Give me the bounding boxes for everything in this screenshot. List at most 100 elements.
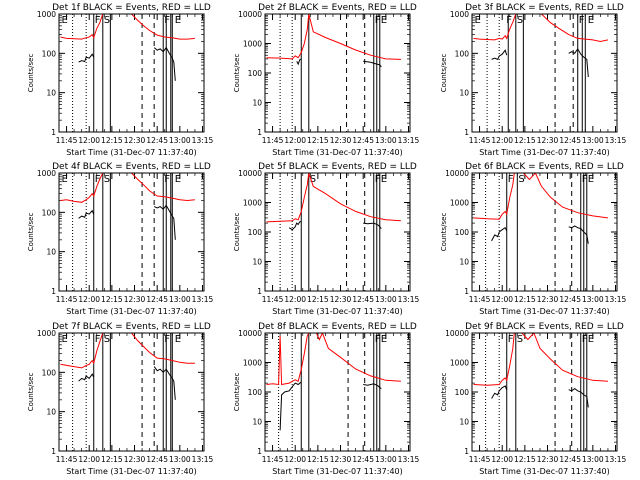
events-series-line-2 — [154, 204, 176, 240]
x-tick-label: 13:15 — [605, 295, 627, 304]
marker-letter: S — [517, 334, 523, 345]
x-tick-label: 13:15 — [605, 455, 627, 464]
x-tick-label: 12:30 — [537, 136, 559, 145]
panel-det-3: Det 3f BLACK = Events, RED = LLD Counts/s… — [440, 3, 627, 157]
x-tick-label: 12:15 — [514, 295, 536, 304]
y-tick-label: 100 — [42, 49, 57, 58]
x-tick-label: 13:00 — [169, 136, 191, 145]
x-tick-label: 12:30 — [330, 136, 352, 145]
chart-title: Det 3f BLACK = Events, RED = LLD — [465, 3, 624, 13]
x-axis-label: Start Time (31-Dec-07 11:37:40) — [272, 467, 403, 476]
lld-series-line-1 — [266, 14, 310, 60]
x-tick-label: 12:45 — [559, 295, 581, 304]
y-tick-label: 10 — [252, 99, 262, 108]
x-tick-label: 13:00 — [169, 455, 191, 464]
marker-letter: E — [62, 174, 68, 185]
y-axis-label: Counts/sec — [233, 54, 241, 93]
x-tick-label: 12:00 — [284, 455, 306, 464]
marker-letter: S — [104, 15, 110, 26]
x-tick-label: 13:00 — [582, 136, 604, 145]
y-tick-label: 10 — [459, 418, 469, 427]
events-series-line-1 — [78, 209, 95, 219]
y-tick-label: 1 — [257, 287, 262, 296]
marker-letter: E — [588, 15, 594, 26]
marker-letter: F — [164, 334, 170, 345]
lld-series-line-2 — [308, 14, 401, 60]
y-tick-label: 10 — [46, 248, 56, 257]
y-axis-label: Counts/sec — [233, 213, 241, 252]
events-series-line-1 — [279, 381, 302, 431]
y-tick-label: 10 — [459, 258, 469, 267]
x-tick-label: 12:00 — [491, 455, 513, 464]
x-tick-label: 12:30 — [537, 295, 559, 304]
lld-series-line-1 — [266, 173, 310, 223]
panel-det-6: Det 6f BLACK = Events, RED = LLD Counts/s… — [440, 162, 627, 316]
x-tick-label: 13:00 — [582, 295, 604, 304]
x-tick-label: 13:15 — [398, 136, 420, 145]
y-tick-label: 10000 — [238, 10, 262, 19]
y-tick-label: 1000 — [37, 329, 56, 338]
x-tick-label: 12:45 — [146, 295, 168, 304]
x-tick-label: 12:45 — [559, 455, 581, 464]
x-tick-label: 13:15 — [192, 136, 214, 145]
x-tick-label: 11:45 — [262, 295, 284, 304]
marker-letter: F — [95, 334, 101, 345]
marker-letter: E — [175, 334, 181, 345]
x-tick-label: 12:00 — [78, 295, 100, 304]
panel-det-2: Det 2f BLACK = Events, RED = LLD Counts/s… — [233, 3, 420, 157]
y-tick-label: 1000 — [37, 169, 56, 178]
x-tick-label: 12:15 — [514, 136, 536, 145]
marker-letter: F — [582, 334, 588, 345]
y-tick-label: 100 — [455, 49, 470, 58]
x-tick-label: 12:15 — [101, 295, 123, 304]
x-tick-label: 12:30 — [330, 295, 352, 304]
x-tick-label: 11:45 — [56, 136, 78, 145]
x-axis-label: Start Time (31-Dec-07 11:37:40) — [272, 307, 403, 316]
panel-det-1: Det 1f BLACK = Events, RED = LLD Counts/s… — [27, 3, 214, 157]
x-tick-label: 12:30 — [124, 295, 146, 304]
y-axis-label: Counts/sec — [440, 213, 448, 252]
y-axis-label: Counts/sec — [27, 54, 35, 93]
x-tick-label: 11:45 — [469, 455, 491, 464]
events-series-line-2 — [568, 47, 589, 78]
x-tick-label: 12:00 — [284, 295, 306, 304]
y-tick-label: 100 — [455, 228, 470, 237]
x-tick-label: 12:45 — [352, 455, 374, 464]
lld-series-line-2 — [131, 333, 195, 364]
events-series-line-1 — [491, 226, 508, 242]
events-series-line-2 — [568, 387, 589, 408]
marker-letter: E — [381, 15, 387, 26]
marker-letter: E — [175, 174, 181, 185]
x-tick-label: 12:45 — [146, 136, 168, 145]
x-tick-label: 12:00 — [78, 136, 100, 145]
lld-series-line-1 — [60, 333, 104, 369]
y-tick-label: 100 — [248, 228, 263, 237]
events-series-line-1 — [288, 220, 302, 231]
y-tick-label: 10000 — [238, 169, 262, 178]
y-axis-label: Counts/sec — [233, 373, 241, 412]
y-tick-label: 1000 — [450, 10, 469, 19]
marker-letter: F — [375, 15, 381, 26]
lld-series-line-2 — [131, 14, 195, 40]
y-tick-label: 10000 — [238, 329, 262, 338]
marker-letter: S — [518, 174, 524, 185]
events-series-line-2 — [363, 222, 382, 229]
x-tick-label: 11:45 — [262, 455, 284, 464]
x-tick-label: 12:15 — [307, 136, 329, 145]
events-series-line-2 — [568, 225, 589, 244]
marker-letter: F — [508, 174, 514, 185]
x-tick-label: 12:15 — [307, 295, 329, 304]
x-tick-label: 12:00 — [491, 295, 513, 304]
x-axis-label: Start Time (31-Dec-07 11:37:40) — [479, 467, 610, 476]
events-series-line-2 — [363, 383, 382, 390]
x-tick-label: 13:15 — [192, 295, 214, 304]
x-tick-label: 13:00 — [375, 295, 397, 304]
marker-letter: S — [104, 334, 110, 345]
x-tick-label: 12:45 — [352, 295, 374, 304]
y-axis-label: Counts/sec — [27, 213, 35, 252]
chart-title: Det 6f BLACK = Events, RED = LLD — [465, 162, 624, 172]
marker-letter: F — [508, 334, 514, 345]
events-series-line-2 — [363, 60, 382, 68]
lld-series-line-2 — [308, 173, 401, 222]
x-axis-label: Start Time (31-Dec-07 11:37:40) — [66, 467, 197, 476]
